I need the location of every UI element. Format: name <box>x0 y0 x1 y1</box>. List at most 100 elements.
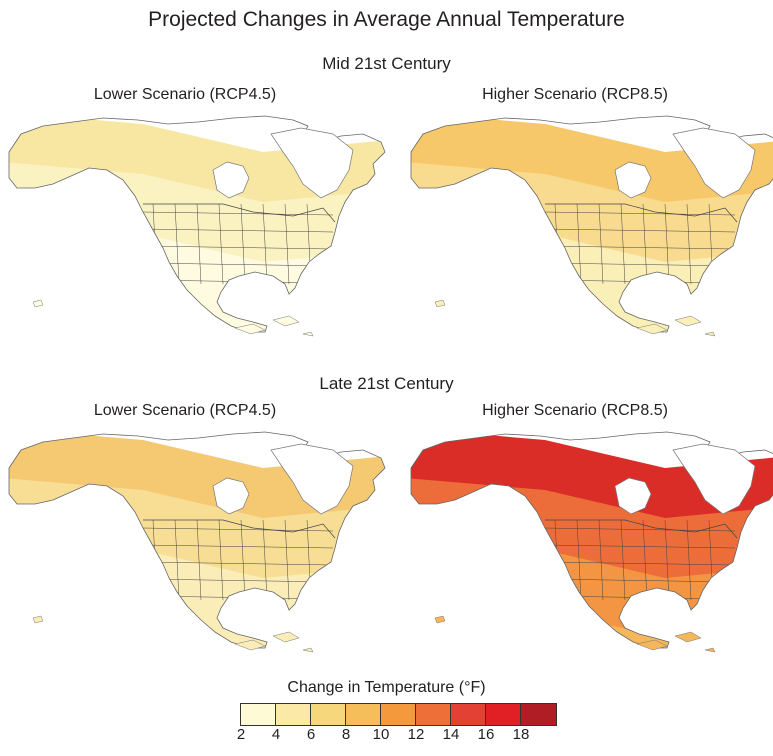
island <box>302 331 314 337</box>
island <box>636 323 668 335</box>
legend-swatch <box>276 704 311 725</box>
state-boundary <box>142 544 334 549</box>
coastline <box>410 431 773 649</box>
state-boundary <box>576 203 582 285</box>
state-boundary <box>598 519 604 601</box>
legend-tick-label: 14 <box>442 726 460 743</box>
island <box>234 639 266 651</box>
map-mid-lower <box>8 115 386 337</box>
legend-tick-label: 18 <box>512 726 530 743</box>
national-border <box>545 519 738 539</box>
legend-swatch <box>346 704 381 725</box>
state-boundary <box>686 203 692 285</box>
state-boundary <box>262 203 268 285</box>
legend-swatch <box>521 704 556 725</box>
legend-tick-label: 6 <box>306 726 316 743</box>
hudson-bay <box>614 477 652 515</box>
state-boundary <box>218 519 224 601</box>
state-boundary <box>544 262 736 267</box>
island <box>234 323 266 335</box>
national-border <box>545 203 738 223</box>
state-boundary <box>576 519 582 601</box>
state-boundary <box>284 203 290 285</box>
national-border <box>143 203 336 223</box>
state-boundary <box>240 203 246 285</box>
map-late-lower <box>8 431 386 653</box>
state-boundary <box>686 519 692 601</box>
state-boundary <box>544 211 736 216</box>
legend-tick-label: 4 <box>271 726 281 743</box>
island <box>272 631 300 643</box>
scenario-label-late-higher: Higher Scenario (RCP8.5) <box>482 402 668 419</box>
state-boundary <box>262 519 268 601</box>
legend-title: Change in Temperature (°F) <box>287 679 486 696</box>
state-boundary <box>642 519 648 601</box>
map-mid-higher <box>410 115 773 337</box>
island <box>32 615 44 624</box>
island <box>674 315 702 327</box>
legend-swatch <box>486 704 521 725</box>
legend-tick-label: 16 <box>477 726 495 743</box>
scenario-label-mid-lower: Lower Scenario (RCP4.5) <box>93 86 277 103</box>
island <box>302 647 314 653</box>
state-boundary <box>174 519 180 601</box>
coastline <box>410 115 773 333</box>
legend-ticks: 2 4 6 8 10 12 14 16 18 <box>0 726 773 750</box>
greenland <box>270 443 354 515</box>
state-boundary <box>664 203 670 285</box>
state-boundary <box>620 203 626 285</box>
greenland <box>270 127 354 199</box>
legend-tick-label: 10 <box>372 726 390 743</box>
state-boundary <box>142 211 334 216</box>
map-title: Projected Changes in Average Annual Temp… <box>148 8 625 31</box>
hudson-bay <box>212 477 250 515</box>
period-label-late: Late 21st Century <box>319 374 454 393</box>
hudson-bay <box>212 161 250 199</box>
state-boundary <box>544 228 736 233</box>
legend-swatch <box>311 704 346 725</box>
legend-swatch <box>451 704 486 725</box>
state-boundary <box>142 228 334 233</box>
legend-swatch <box>381 704 416 725</box>
coastline <box>8 115 386 333</box>
legend-tick-label: 2 <box>236 726 246 743</box>
island <box>674 631 702 643</box>
state-boundary <box>142 262 334 267</box>
legend-tick-label: 8 <box>341 726 351 743</box>
state-boundary <box>142 245 334 250</box>
state-boundary <box>544 279 736 284</box>
map-late-higher <box>410 431 773 653</box>
state-boundary <box>544 578 736 583</box>
greenland <box>672 127 756 199</box>
scenario-label-late-lower: Lower Scenario (RCP4.5) <box>93 402 277 419</box>
legend-tick-label: 12 <box>407 726 425 743</box>
island <box>636 639 668 651</box>
state-boundary <box>240 519 246 601</box>
island <box>704 331 716 337</box>
state-boundary <box>142 279 334 284</box>
state-boundary <box>142 561 334 566</box>
state-boundary <box>142 578 334 583</box>
hudson-bay <box>614 161 652 199</box>
island <box>272 315 300 327</box>
legend-color-bar <box>240 703 557 726</box>
coastline <box>8 431 386 649</box>
state-boundary <box>544 527 736 532</box>
state-boundary <box>174 203 180 285</box>
island <box>434 615 446 624</box>
state-boundary <box>664 519 670 601</box>
state-boundary <box>544 245 736 250</box>
state-boundary <box>598 203 604 285</box>
island <box>32 299 44 308</box>
legend-swatch <box>241 704 276 725</box>
state-boundary <box>196 203 202 285</box>
island <box>434 299 446 308</box>
island <box>704 647 716 653</box>
state-boundary <box>218 203 224 285</box>
legend-swatch <box>416 704 451 725</box>
national-border <box>143 519 336 539</box>
state-boundary <box>142 595 334 600</box>
state-boundary <box>544 561 736 566</box>
state-boundary <box>544 544 736 549</box>
greenland <box>672 443 756 515</box>
